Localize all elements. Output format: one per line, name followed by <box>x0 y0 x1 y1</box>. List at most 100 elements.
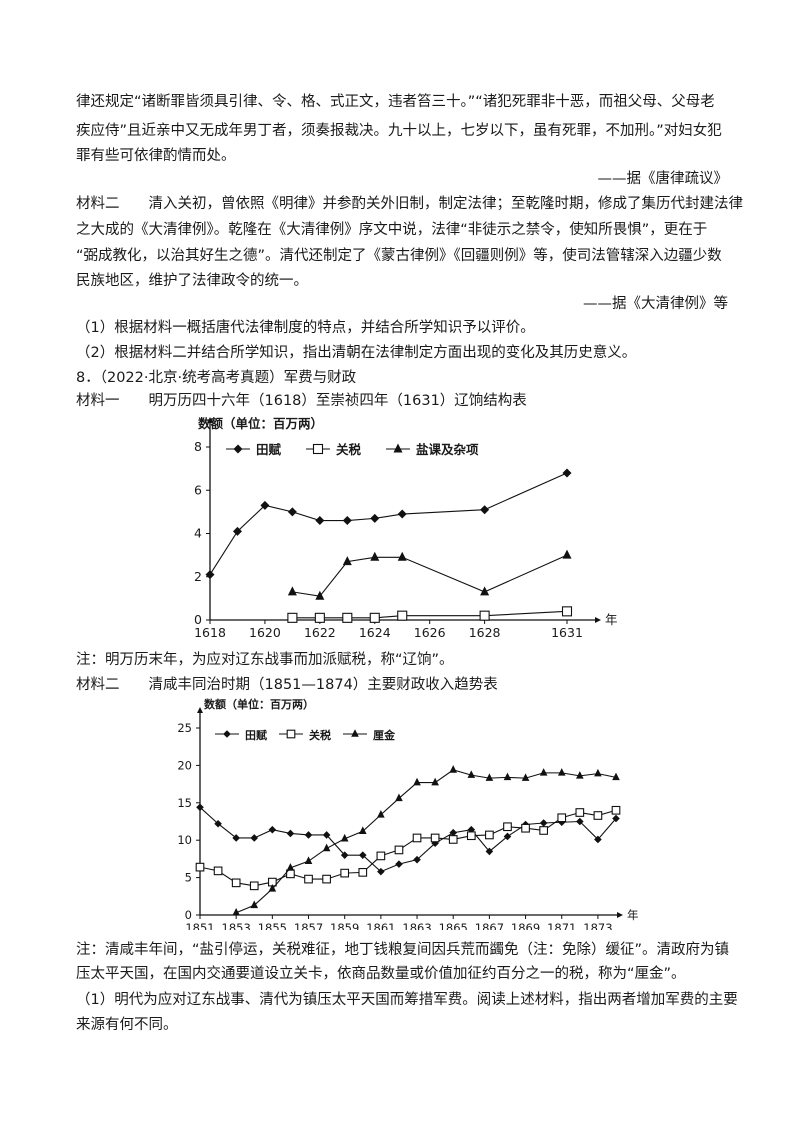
x-axis-arrow <box>595 617 601 623</box>
legend-label-1: 田赋 <box>256 442 282 457</box>
series-1-point <box>342 516 352 526</box>
y-tick-label: 25 <box>177 721 192 735</box>
series-1-point <box>232 834 240 842</box>
series-line-3 <box>235 769 617 914</box>
legend-marker-3 <box>351 729 359 737</box>
series-1-point <box>260 500 270 510</box>
series-3-point <box>480 586 490 596</box>
material2-line-2: 之大成的《大清律例》。乾隆在《大清律例》序文中说，法律“非徒示之禁令，使知所畏惧… <box>76 222 708 238</box>
x-tick-label: 1626 <box>414 625 446 640</box>
series-2-point <box>561 606 573 617</box>
x-axis-label: 年 <box>627 908 639 922</box>
series-3-point <box>232 907 240 916</box>
y-tick-label: 5 <box>185 871 192 885</box>
series-2-point <box>521 823 530 833</box>
y-tick-label: 0 <box>194 612 202 627</box>
series-1-point <box>250 834 259 842</box>
material1-source: ——据《唐律疏议》 <box>597 171 729 187</box>
series-3-point <box>557 768 566 776</box>
series-3-point <box>250 900 259 909</box>
y-tick-label: 8 <box>194 439 202 454</box>
y-axis-arrow <box>207 417 213 423</box>
series-2-point <box>557 813 567 823</box>
x-tick-label: 1873 <box>583 921 612 930</box>
series-3-point <box>413 777 421 786</box>
y-axis-label: 数额（单位：百万两） <box>204 697 314 711</box>
series-3-point <box>594 768 602 777</box>
series-3-point <box>449 765 458 773</box>
series-1-point <box>340 851 349 859</box>
series-1-point <box>612 814 620 823</box>
series-1-point <box>562 468 572 478</box>
x-tick-label: 1618 <box>194 625 226 640</box>
legend-label-2: 关税 <box>336 442 362 457</box>
series-2-point <box>287 612 298 623</box>
legend-marker-2 <box>312 443 324 455</box>
series-2-point <box>479 610 490 621</box>
chart1-caption: 材料一 明万历四十六年（1618）至崇祯四年（1631）辽饷结构表 <box>76 393 527 409</box>
y-tick-label: 4 <box>194 526 202 541</box>
series-1-point <box>467 825 476 834</box>
series-2-point <box>304 874 313 884</box>
series-3-point <box>287 586 297 596</box>
question-8-1-line-1: （1）明代为应对辽东战事、清代为镇压太平天国而筹措军费。阅读上述材料，指出两者增… <box>76 992 738 1008</box>
material1-line-2: 疾应侍”且近亲中又无成年男丁者，须奏报裁决。九十以上，七岁以下，虽有死罪，不加刑… <box>76 123 722 139</box>
x-tick-label: 1624 <box>359 625 391 640</box>
series-2-point <box>430 833 440 843</box>
question-8-1-line-2: 来源有何不同。 <box>76 1017 178 1033</box>
series-3-point <box>395 793 403 802</box>
x-tick-label: 1622 <box>304 625 336 640</box>
x-tick-label: 1855 <box>258 921 287 930</box>
legend-label-3: 厘金 <box>373 728 396 742</box>
series-3-point <box>370 551 380 561</box>
series-line-1 <box>199 806 617 873</box>
series-1-point <box>576 817 584 826</box>
series-3-point <box>431 777 439 786</box>
series-3-point <box>322 843 331 852</box>
series-2-point <box>503 822 512 832</box>
series-3-point <box>576 771 584 779</box>
y-tick-label: 6 <box>194 482 202 497</box>
series-1-point <box>315 516 325 526</box>
series-2-point <box>340 868 350 878</box>
series-1-point <box>395 860 403 868</box>
legend-marker-1 <box>223 730 231 738</box>
question-7-2: （2）根据材料二并结合所学知识，指出清朝在法律制定方面出现的变化及其历史意义。 <box>76 345 637 361</box>
series-3-point <box>539 768 548 776</box>
series-1-point <box>397 509 407 519</box>
series-1-point <box>594 835 602 844</box>
question-8-title: 8．（2022·北京·统考高考真题）军费与财政 <box>76 370 357 386</box>
x-tick-label: 1871 <box>547 921 576 930</box>
series-line-3 <box>292 554 568 597</box>
series-2-point <box>412 833 422 843</box>
material2-line-4: 民族地区，维护了法律政令的统一。 <box>76 273 308 289</box>
material1-line-1: 律还规定“诸断罪皆须具引律、令、格、式正文，违者笞三十。”“诸犯死罪非十恶，而祖… <box>76 94 715 110</box>
question-7-1: （1）根据材料一概括唐代法律制度的特点，并结合所学知识予以评价。 <box>76 320 535 336</box>
series-1-point <box>503 832 512 841</box>
series-2-point <box>231 878 241 888</box>
series-2-point <box>249 881 259 891</box>
chart2-note-line-1: 注：清咸丰年间，“盐引停运，关税难征，地丁钱粮复间因兵荒而蠲免（注：免除）缓征”… <box>76 942 730 958</box>
chart1-note: 注：明万历末年，为应对辽东战事而加派赋税，称“辽饷”。 <box>76 652 454 668</box>
x-tick-label: 1620 <box>249 625 281 640</box>
x-tick-label: 1853 <box>222 921 251 930</box>
x-axis-arrow <box>617 912 623 918</box>
x-tick-label: 1863 <box>402 921 431 930</box>
series-2-point <box>448 835 458 844</box>
legend-label-1: 田赋 <box>245 728 267 742</box>
chart2-caption: 材料二 清咸丰同治时期（1851—1874）主要财政收入趋势表 <box>76 677 498 693</box>
series-1-point <box>232 526 242 536</box>
series-3-point <box>268 884 277 892</box>
y-tick-label: 15 <box>177 796 192 810</box>
series-2-point <box>369 612 380 623</box>
series-3-point <box>340 833 349 842</box>
series-2-point <box>575 808 585 817</box>
series-3-point <box>562 549 572 559</box>
series-2-point <box>342 612 353 623</box>
x-tick-label: 1867 <box>475 921 504 930</box>
material1-line-3: 罪有些可依律酌情而处。 <box>76 148 236 164</box>
x-axis-label: 年 <box>605 612 618 627</box>
chart2-note-line-2: 压太平天国，在国内交通要道设立关卡，依商品数量或价值加征约百分之一的税，称为“厘… <box>76 966 686 982</box>
y-tick-label: 0 <box>185 908 192 922</box>
y-tick-label: 10 <box>177 833 192 847</box>
